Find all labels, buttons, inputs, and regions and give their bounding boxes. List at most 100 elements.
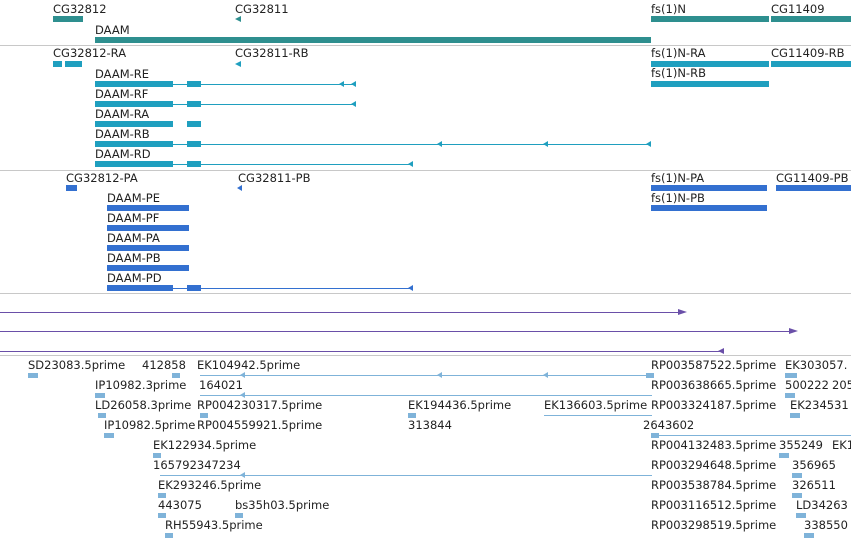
est-label[interactable]: 355249 <box>779 438 823 452</box>
gene-feature-fs1n[interactable] <box>651 16 769 22</box>
gene-label-fs1n[interactable]: fs(1)N <box>651 2 686 16</box>
est-feature[interactable] <box>172 373 180 378</box>
est-feature[interactable] <box>785 373 797 378</box>
est-feature[interactable] <box>408 413 416 418</box>
gene-feature-cg32811[interactable] <box>235 16 241 22</box>
est-feature[interactable] <box>95 393 105 398</box>
gene-feature-cg32812[interactable] <box>53 16 83 22</box>
est-label[interactable]: LD34263 <box>796 498 848 512</box>
est-label[interactable]: 164021 <box>199 378 243 392</box>
protein-label-cg32812-pa[interactable]: CG32812-PA <box>66 171 138 185</box>
protein-feature[interactable] <box>107 245 189 251</box>
transcript-label-daam-rd[interactable]: DAAM-RD <box>95 147 151 161</box>
est-feature[interactable] <box>790 413 800 418</box>
transcript-label-daam-rf[interactable]: DAAM-RF <box>95 87 149 101</box>
est-label[interactable]: RP003116512.5prime <box>651 498 777 512</box>
transcript-exon[interactable] <box>651 81 769 87</box>
transcript-exon[interactable] <box>95 141 173 147</box>
est-label[interactable]: bs35h03.5prime <box>235 498 330 512</box>
est-label[interactable]: RP003298519.5prime <box>651 518 777 532</box>
est-label[interactable]: RH55943.5prime <box>165 518 263 532</box>
protein-label-cg11409-pb[interactable]: CG11409-PB <box>776 171 849 185</box>
est-label[interactable]: RP004559921.5prime <box>197 418 323 432</box>
est-label[interactable]: 412858 <box>142 358 186 372</box>
transcript-exon[interactable] <box>771 61 851 67</box>
match-line[interactable] <box>0 312 682 313</box>
transcript-exon[interactable] <box>187 81 201 87</box>
est-feature[interactable] <box>28 373 38 378</box>
gene-label-cg32811[interactable]: CG32811 <box>235 2 289 16</box>
transcript-exon[interactable] <box>651 61 769 67</box>
est-label[interactable]: EK293246.5prime <box>158 478 262 492</box>
protein-label-daam-pa[interactable]: DAAM-PA <box>107 231 160 245</box>
est-label[interactable]: 443075 <box>158 498 202 512</box>
gene-label-cg11409[interactable]: CG11409 <box>771 2 825 16</box>
gene-feature-daam[interactable] <box>95 37 651 43</box>
transcript-exon[interactable] <box>187 121 201 127</box>
transcript-label-daam-re[interactable]: DAAM-RE <box>95 67 150 81</box>
est-label[interactable]: EK1 <box>832 438 851 452</box>
est-label[interactable]: 326511 <box>792 478 836 492</box>
est-label[interactable]: 500222 <box>785 378 829 392</box>
gene-label-cg32812[interactable]: CG32812 <box>53 2 107 16</box>
est-feature[interactable] <box>158 493 166 498</box>
protein-label-daam-pe[interactable]: DAAM-PE <box>107 191 160 205</box>
protein-label-daam-pb[interactable]: DAAM-PB <box>107 251 161 265</box>
est-label[interactable]: IP10982.3prime <box>95 378 187 392</box>
est-feature[interactable] <box>104 433 114 438</box>
transcript-label-daam-ra[interactable]: DAAM-RA <box>95 107 150 121</box>
protein-feature[interactable] <box>107 205 189 211</box>
est-label[interactable]: EK122934.5prime <box>153 438 257 452</box>
est-feature[interactable] <box>796 513 806 518</box>
transcript-label-cg32812-ra[interactable]: CG32812-RA <box>53 46 127 60</box>
est-feature[interactable] <box>646 373 654 378</box>
est-label[interactable]: EK303057. <box>785 358 848 372</box>
est-label[interactable]: RP003324187.5prime <box>651 398 777 412</box>
est-feature[interactable] <box>792 493 802 498</box>
match-line[interactable] <box>0 331 792 332</box>
est-feature[interactable] <box>779 453 789 458</box>
protein-feature[interactable] <box>66 185 77 191</box>
est-feature[interactable] <box>235 513 243 518</box>
est-feature[interactable] <box>165 533 173 538</box>
transcript-exon[interactable] <box>53 61 62 67</box>
est-label[interactable]: RP003638665.5prime <box>651 378 777 392</box>
protein-feature[interactable] <box>651 205 767 211</box>
transcript-exon[interactable] <box>95 81 173 87</box>
est-label[interactable]: EK194436.5prime <box>408 398 512 412</box>
protein-feature[interactable] <box>107 265 189 271</box>
protein-label-fs1n-pb[interactable]: fs(1)N-PB <box>651 191 705 205</box>
transcript-exon[interactable] <box>187 141 201 147</box>
transcript-exon[interactable] <box>95 161 173 167</box>
est-label[interactable]: RP003538784.5prime <box>651 478 777 492</box>
transcript-exon[interactable] <box>187 161 201 167</box>
transcript-exon[interactable] <box>95 101 173 107</box>
est-feature[interactable] <box>804 533 814 538</box>
gene-label-daam[interactable]: DAAM <box>95 23 130 37</box>
match-line[interactable] <box>0 351 722 352</box>
est-feature[interactable] <box>792 473 802 478</box>
est-label[interactable]: EK104942.5prime <box>197 358 301 372</box>
est-label[interactable]: RP003587522.5prime <box>651 358 777 372</box>
protein-label-daam-pf[interactable]: DAAM-PF <box>107 211 160 225</box>
est-label[interactable]: 2643602 <box>643 418 695 432</box>
est-label[interactable]: IP10982.5prime <box>104 418 196 432</box>
transcript-label-cg32811-rb[interactable]: CG32811-RB <box>235 46 309 60</box>
protein-label-daam-pd[interactable]: DAAM-PD <box>107 271 162 285</box>
protein-label-fs1n-pa[interactable]: fs(1)N-PA <box>651 171 705 185</box>
protein-feature[interactable] <box>651 185 767 191</box>
est-feature[interactable] <box>153 453 161 458</box>
est-label[interactable]: 313844 <box>408 418 452 432</box>
est-label[interactable]: SD23083.5prime <box>28 358 126 372</box>
transcript-exon[interactable] <box>95 121 173 127</box>
est-label[interactable]: 338550 <box>804 518 848 532</box>
transcript-feature-cg32811-rb[interactable] <box>235 61 241 67</box>
protein-feature[interactable] <box>237 185 242 191</box>
protein-feature[interactable] <box>776 185 851 191</box>
est-feature[interactable] <box>200 413 208 418</box>
est-feature[interactable] <box>98 413 106 418</box>
transcript-exon[interactable] <box>65 61 82 67</box>
est-label[interactable]: 356965 <box>792 458 836 472</box>
est-feature[interactable] <box>785 393 795 398</box>
transcript-label-daam-rb[interactable]: DAAM-RB <box>95 127 150 141</box>
